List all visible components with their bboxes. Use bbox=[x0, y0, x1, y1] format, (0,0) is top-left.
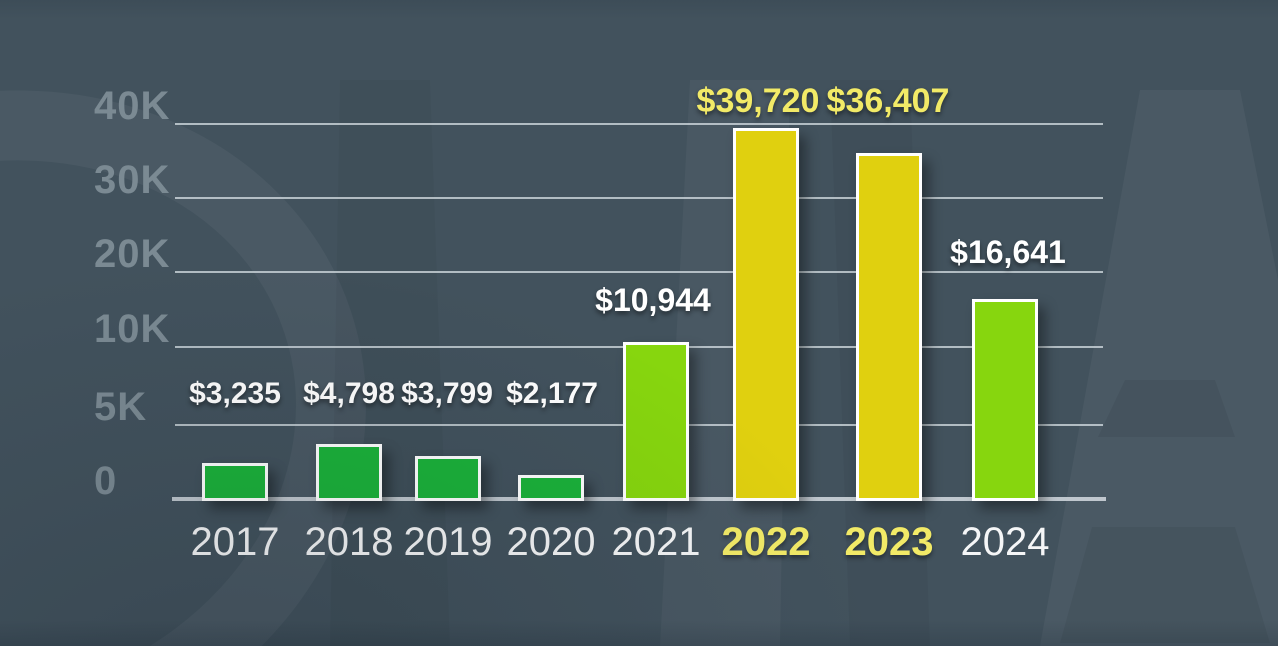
y-tick-label-30k: 30K bbox=[94, 158, 171, 202]
bar-2023 bbox=[856, 153, 922, 501]
value-label-2018: $4,798 bbox=[303, 377, 395, 410]
year-label-2018: 2018 bbox=[304, 520, 394, 564]
y-tick-label-5k: 5K bbox=[94, 385, 148, 429]
value-label-2020: $2,177 bbox=[506, 377, 598, 410]
watermark-letter-a-body bbox=[1040, 90, 1278, 646]
watermark-swoosh bbox=[0, 90, 366, 646]
bar-2022 bbox=[733, 128, 799, 501]
value-label-2017: $3,235 bbox=[189, 377, 281, 410]
watermark-letter-a-counter-bottom bbox=[1060, 527, 1270, 643]
y-tick-label-20k: 20K bbox=[94, 232, 171, 276]
year-label-2024: 2024 bbox=[960, 520, 1050, 564]
year-label-2021: 2021 bbox=[611, 520, 701, 564]
year-label-2019: 2019 bbox=[403, 520, 493, 564]
bar-2020 bbox=[518, 475, 584, 501]
year-label-2023: 2023 bbox=[844, 520, 934, 564]
value-label-2021: $10,944 bbox=[595, 282, 711, 318]
y-tick-label-0: 0 bbox=[94, 459, 118, 503]
bar-2021 bbox=[623, 342, 689, 501]
gridline-20k bbox=[175, 271, 1103, 273]
year-label-2022: 2022 bbox=[721, 520, 811, 564]
year-label-2017: 2017 bbox=[190, 520, 280, 564]
value-label-2023: $36,407 bbox=[826, 82, 950, 120]
y-tick-label-40k: 40K bbox=[94, 84, 171, 128]
value-label-2024: $16,641 bbox=[950, 234, 1066, 270]
bar-2018 bbox=[316, 444, 382, 501]
gridline-40k bbox=[175, 123, 1103, 125]
value-label-2022: $39,720 bbox=[696, 82, 820, 120]
gridline-30k bbox=[175, 197, 1103, 199]
bar-2017 bbox=[202, 463, 268, 501]
bar-2024 bbox=[972, 299, 1038, 501]
bar-2019 bbox=[415, 456, 481, 501]
y-tick-label-10k: 10K bbox=[94, 307, 171, 351]
value-label-2019: $3,799 bbox=[401, 377, 493, 410]
year-label-2020: 2020 bbox=[506, 520, 596, 564]
watermark-letter-a-counter-top bbox=[1098, 380, 1235, 437]
